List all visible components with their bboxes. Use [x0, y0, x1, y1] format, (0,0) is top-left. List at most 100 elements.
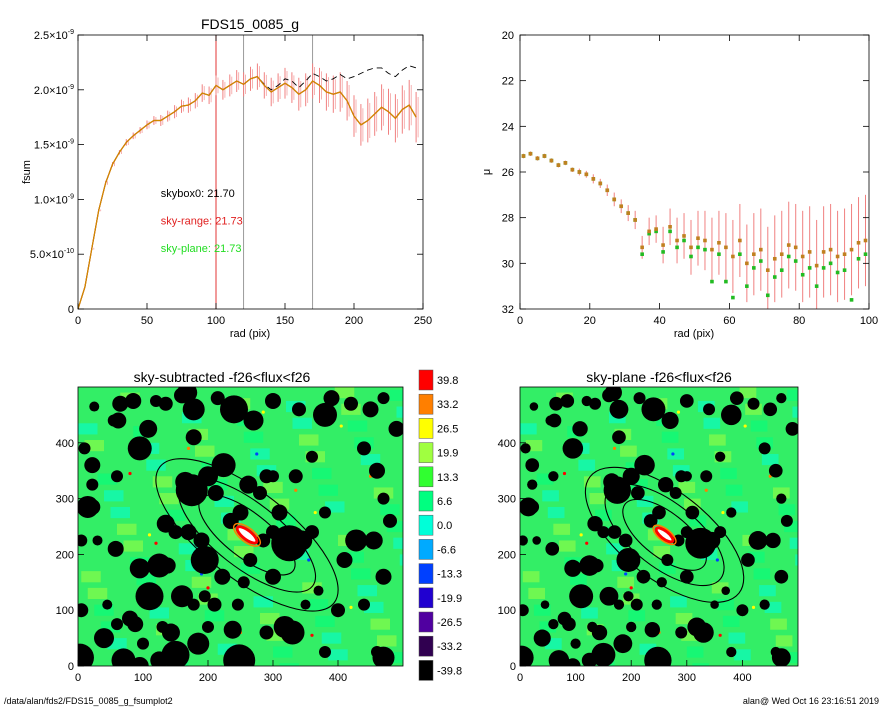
left-map-mask-blob [336, 551, 353, 568]
right-map-mask-blob [741, 553, 755, 567]
left-map-mask-blob [266, 525, 280, 540]
right-map-mask-blob [715, 451, 726, 462]
mu-point [689, 245, 693, 250]
right-map-hot-pixel [751, 605, 756, 610]
right-map-hot-pixel [585, 541, 589, 545]
mu-point-plane [793, 259, 798, 263]
mu-point [549, 158, 554, 163]
right-map-noise-patch [764, 601, 782, 613]
left-map-mask-blob [371, 646, 383, 659]
right-map-y-tick-label: 200 [498, 549, 516, 561]
colorbar-swatch [418, 442, 434, 463]
fsum-x-tick-label: 200 [345, 315, 363, 327]
left-map-noise-patch [253, 596, 273, 608]
mu-point [654, 227, 658, 231]
left-map-mask-blob [175, 474, 208, 507]
left-map-mask-blob [198, 466, 218, 487]
mu-point [528, 151, 533, 156]
left-map-noise-patch [292, 417, 312, 429]
mu-point-plane [661, 250, 665, 254]
mu-point-plane [835, 270, 840, 275]
right-map-mask-blob [562, 617, 576, 631]
right-map-mask-blob [587, 621, 598, 633]
fsum-x-tick-label: 100 [207, 315, 225, 327]
left-map-noise-patch [136, 573, 156, 586]
right-map-mask-blob [623, 591, 634, 602]
left-map-mask-blob [111, 648, 136, 666]
left-map-mask-blob [102, 599, 113, 610]
right-map-noise-patch [747, 551, 765, 563]
fsum-annotation: skybox0: 21.70 [161, 188, 235, 200]
right-map-mask-blob [633, 392, 646, 405]
right-map-noise-patch [625, 462, 643, 474]
left-map-mask-blob [364, 531, 383, 550]
left-map-noise-patch [87, 587, 108, 600]
colorbar-label: 0.0 [437, 520, 452, 532]
mu-x-axis-label: rad (pix) [674, 328, 714, 340]
left-map-mask-blob [319, 506, 331, 519]
left-map-hot-pixel [339, 424, 343, 428]
left-map-noise-patch [318, 484, 338, 496]
right-map-noise-patch [684, 498, 701, 510]
left-map-panel: sky-subtracted -f26<flux<f26 0 100 200 300 4… [56, 369, 404, 684]
mu-point [584, 172, 589, 177]
left-map-hot-pixel [349, 605, 353, 610]
right-map-mask-blob [525, 500, 540, 514]
footer-path: /data/alan/fds2/FDS15_0085_g_fsumplot2 [4, 696, 173, 706]
left-map-noise-patch [393, 537, 403, 549]
left-map-noise-patch [149, 607, 169, 619]
right-map-noise-patch [536, 473, 554, 485]
left-map-noise-patch [364, 601, 384, 613]
right-map-noise-patch [528, 587, 546, 600]
left-map-mask-blob [271, 504, 288, 521]
right-map-mask-blob [644, 646, 672, 666]
mu-y-tick-label: 24 [502, 121, 514, 133]
left-map-mask-blob [223, 620, 242, 639]
left-map-mask-blob [265, 392, 281, 409]
left-map-noise-patch [279, 663, 299, 666]
right-map-mask-blob [626, 621, 637, 633]
right-map-mask-blob [548, 471, 559, 482]
colorbar-swatch [418, 369, 434, 391]
left-map-hot-pixel [147, 533, 152, 537]
right-map-mask-blob [533, 629, 551, 647]
colorbar-swatch [418, 587, 434, 609]
left-map-mask-blob [78, 442, 91, 455]
left-map-mask-blob [78, 643, 94, 666]
right-map-hot-pixel [579, 533, 583, 537]
left-map-hot-pixel [255, 452, 259, 456]
mu-point [738, 238, 742, 243]
right-map-mask-blob [679, 394, 694, 408]
fsum-y-tick-label: 1.5×10-9 [34, 139, 74, 152]
right-map-mask-blob [607, 525, 622, 539]
mu-x-tick-label: 0 [517, 315, 523, 327]
right-map-noise-patch [734, 649, 751, 661]
left-map-noise-patch [347, 420, 368, 432]
mu-point-plane [821, 266, 826, 270]
left-map-mask-blob [306, 450, 318, 463]
left-map-mask-blob [362, 401, 379, 418]
right-map-mask-blob [721, 586, 730, 595]
left-map-hot-pixel [154, 541, 158, 545]
right-map-mask-blob [572, 421, 588, 437]
right-map-mask-blob [710, 600, 719, 609]
right-map-mask-blob [520, 443, 531, 454]
right-map-mask-blob [548, 650, 570, 666]
left-map-noise-patch [107, 638, 127, 650]
mu-point [626, 211, 630, 215]
right-map-mask-blob [581, 652, 598, 666]
mu-point-plane [814, 284, 819, 288]
left-map-mask-blob [139, 419, 158, 438]
left-map-mask-blob [161, 640, 190, 666]
colorbar-swatch [418, 611, 434, 633]
left-map-noise-patch [191, 576, 212, 588]
right-map-hot-pixel [612, 446, 617, 450]
right-map-noise-patch [522, 571, 540, 583]
mu-point-plane [772, 275, 777, 279]
left-map-mask-blob [150, 651, 169, 666]
left-map-noise-patch [396, 406, 403, 418]
right-map-galaxy-halo [652, 524, 677, 546]
left-map-noise-patch [386, 520, 403, 533]
right-map-hot-pixel [671, 452, 675, 456]
left-map-mask-blob [135, 582, 164, 611]
